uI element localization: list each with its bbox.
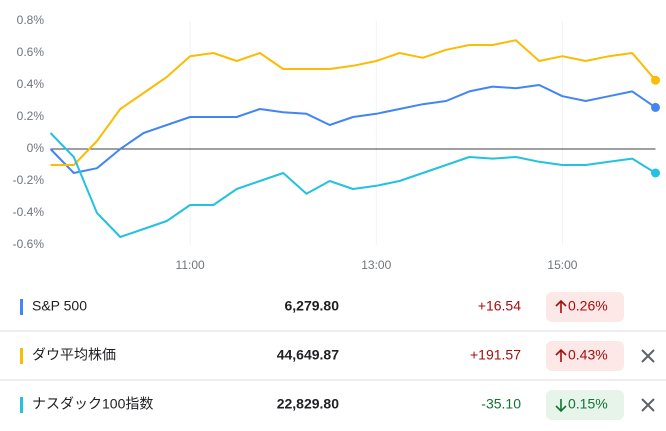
index-price: 6,279.80 (285, 298, 340, 314)
y-tick-label: 0% (27, 141, 45, 155)
index-percent: 0.43% (568, 347, 608, 363)
end-point (651, 75, 660, 85)
series-line (49, 132, 657, 238)
x-tick-label: 11:00 (176, 258, 205, 272)
index-name: S&P 500 (32, 298, 87, 314)
series-line (50, 39, 657, 166)
x-tick-label: 13:00 (361, 258, 391, 272)
arrow-icon (555, 348, 567, 362)
y-tick-label: 0.6% (17, 45, 45, 59)
arrow-icon (555, 299, 567, 313)
legend-swatch (20, 299, 23, 315)
y-tick-label: -0.6% (13, 237, 45, 251)
index-change: +191.57 (470, 347, 521, 363)
y-tick-label: 0.4% (17, 77, 45, 91)
legend-swatch (20, 348, 23, 364)
y-tick-label: 0.2% (17, 109, 45, 123)
percent-pill (546, 390, 624, 420)
arrow-icon (555, 399, 567, 413)
end-point (651, 168, 660, 178)
x-tick-label: 15:00 (547, 258, 577, 272)
index-price: 44,649.87 (277, 347, 339, 363)
remove-button[interactable] (641, 398, 655, 412)
index-change: -35.10 (481, 396, 521, 412)
index-change: +16.54 (478, 298, 521, 314)
index-percent: 0.26% (568, 298, 608, 314)
remove-button[interactable] (641, 349, 655, 363)
percent-pill (546, 341, 624, 371)
y-tick-label: -0.2% (13, 173, 45, 187)
index-percent: 0.15% (568, 396, 608, 412)
end-point (651, 102, 660, 112)
y-tick-label: 0.8% (17, 13, 45, 27)
index-name: ダウ平均株価 (32, 347, 116, 363)
legend-swatch (20, 397, 23, 413)
percent-pill (546, 292, 624, 322)
series-line (49, 84, 657, 174)
y-tick-label: -0.4% (13, 205, 45, 219)
index-name: ナスダック100指数 (32, 396, 153, 412)
index-price: 22,829.80 (277, 396, 339, 412)
